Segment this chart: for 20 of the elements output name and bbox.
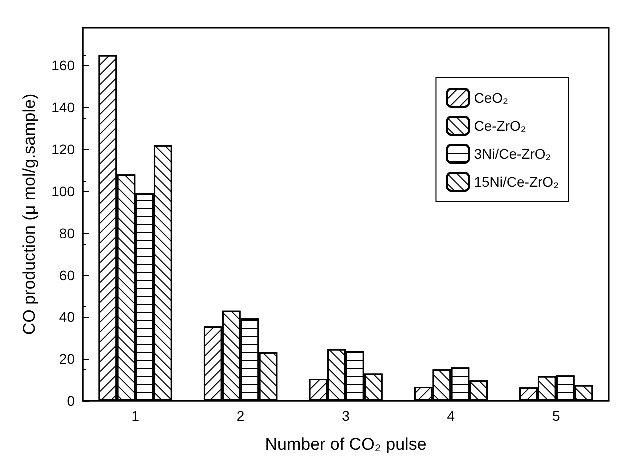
y-tick-label: 140 (52, 100, 76, 116)
x-axis-title: Number of CO₂ pulse (265, 435, 427, 454)
y-tick-label: 120 (52, 142, 76, 158)
x-tick-label: 4 (447, 408, 456, 424)
x-tick-label: 2 (236, 408, 245, 424)
x-tick-label: 5 (552, 408, 560, 424)
y-tick-label: 0 (67, 393, 76, 409)
x-tick-label: 3 (342, 408, 350, 424)
y-tick-label: 80 (59, 225, 76, 242)
legend-label: CeO₂ (474, 90, 508, 106)
y-tick-label: 40 (59, 309, 76, 326)
y-axis-title: CO production (μ mol/g.sample) (20, 94, 39, 336)
x-tick-label: 1 (132, 408, 140, 424)
legend-label: 3Ni/Ce-ZrO₂ (474, 146, 552, 162)
legend-label: 15Ni/Ce-ZrO₂ (474, 174, 559, 190)
y-tick-label: 100 (52, 183, 76, 200)
y-tick-label: 60 (59, 267, 76, 284)
y-tick-label: 160 (52, 58, 76, 74)
legend-label: Ce-ZrO₂ (474, 118, 526, 134)
y-tick-label: 20 (59, 351, 76, 368)
